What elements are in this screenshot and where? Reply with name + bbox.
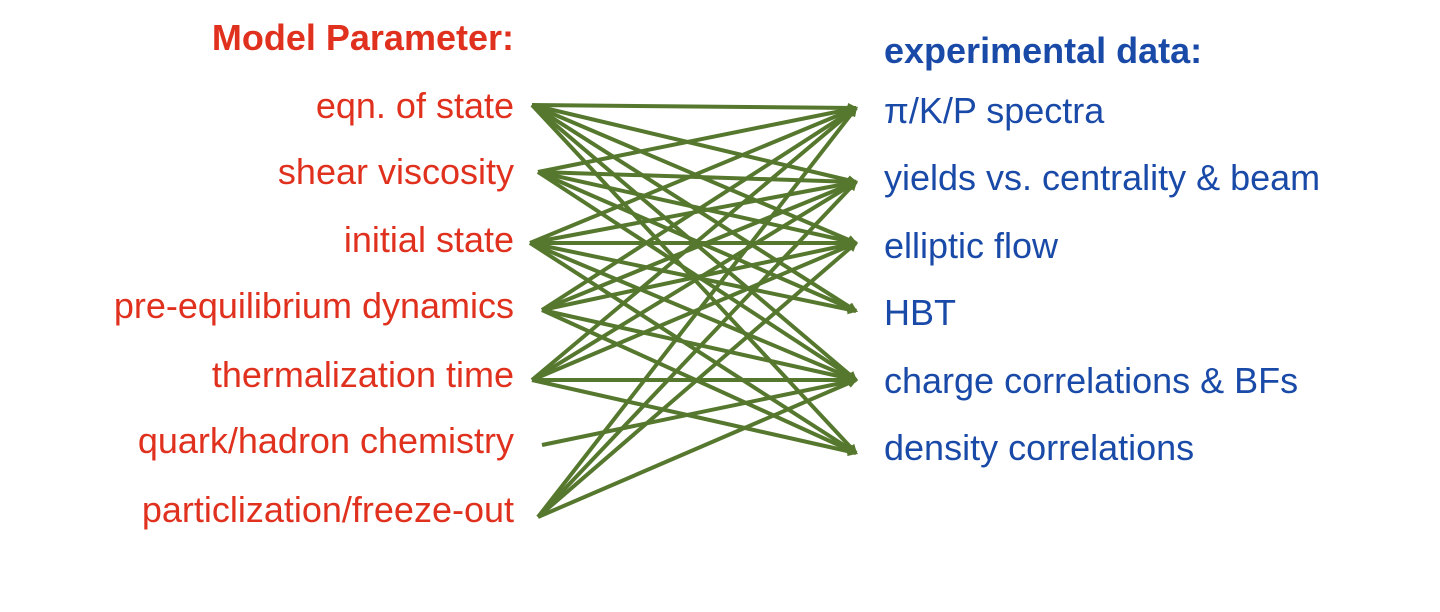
arrow-4-to-1 — [530, 180, 858, 382]
data-yields: yields vs. centrality & beam — [884, 157, 1321, 198]
arrow-0-to-1 — [531, 103, 858, 186]
data-elliptic-flow: elliptic flow — [884, 225, 1059, 266]
data-charge-correlations: charge correlations & BFs — [884, 360, 1299, 401]
arrow-2-to-0 — [529, 106, 858, 245]
model-parameter-heading: Model Parameter: — [211, 17, 514, 58]
arrow-0-to-0 — [531, 102, 858, 113]
arrow-5-to-4 — [541, 376, 858, 447]
experimental-data-heading: experimental data: — [884, 30, 1203, 71]
param-shear-viscosity: shear viscosity — [277, 151, 514, 192]
param-quark-hadron-chemistry: quark/hadron chemistry — [137, 420, 514, 461]
param-pre-equilibrium-dynamics: pre-equilibrium dynamics — [113, 285, 514, 326]
param-thermalization-time: thermalization time — [211, 354, 514, 395]
data-hbt: HBT — [884, 292, 956, 333]
arrow-4-to-5 — [531, 378, 858, 457]
param-eqn-of-state: eqn. of state — [315, 85, 514, 126]
data-spectra: π/K/P spectra — [884, 90, 1105, 131]
param-particlization-freeze-out: particlization/freeze-out — [141, 489, 514, 530]
param-initial-state: initial state — [343, 219, 514, 260]
arrow-1-to-1 — [537, 170, 858, 187]
arrow-6-to-0 — [536, 106, 858, 519]
arrow-4-to-0 — [530, 106, 858, 382]
data-density-correlations: density correlations — [884, 427, 1195, 468]
arrow-1-to-2 — [537, 170, 858, 247]
arrow-1-to-0 — [537, 104, 858, 174]
arrow-4-to-2 — [531, 241, 858, 382]
arrow-2-to-5 — [528, 241, 858, 455]
arrow-6-to-2 — [536, 241, 858, 519]
arrow-6-to-4 — [537, 378, 858, 519]
arrow-3-to-1 — [541, 180, 858, 312]
arrow-6-to-1 — [536, 180, 858, 519]
arrow-3-to-0 — [540, 106, 858, 312]
